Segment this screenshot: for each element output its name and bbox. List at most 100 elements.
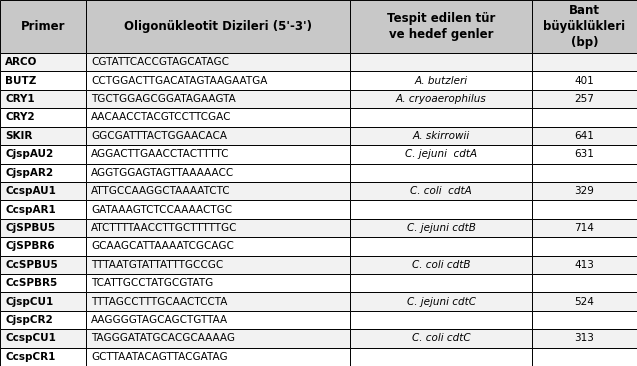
Bar — [350, 90, 532, 108]
Text: ATTGCCAAGGCTAAAATCTC: ATTGCCAAGGCTAAAATCTC — [91, 186, 231, 196]
Bar — [532, 329, 637, 348]
Text: C. coli cdtB: C. coli cdtB — [412, 260, 470, 270]
Bar — [86, 348, 350, 366]
Bar — [350, 311, 532, 329]
Text: CjspCU1: CjspCU1 — [5, 296, 54, 307]
Bar — [350, 292, 532, 311]
Bar — [532, 0, 637, 53]
Text: C. jejuni  cdtA: C. jejuni cdtA — [405, 149, 477, 159]
Bar — [532, 219, 637, 237]
Bar — [86, 329, 350, 348]
Bar — [86, 0, 350, 53]
Text: C. jejuni cdtB: C. jejuni cdtB — [406, 223, 476, 233]
Bar — [350, 255, 532, 274]
Text: Oligonükleotit Dizileri (5'-3'): Oligonükleotit Dizileri (5'-3') — [124, 20, 312, 33]
Bar — [532, 127, 637, 145]
Text: CjSPBU5: CjSPBU5 — [5, 223, 55, 233]
Text: TTTAGCCTTTGCAACTCCTA: TTTAGCCTTTGCAACTCCTA — [91, 296, 227, 307]
Bar — [350, 348, 532, 366]
Bar — [350, 329, 532, 348]
Bar — [0, 53, 86, 71]
Bar — [350, 164, 532, 182]
Bar — [0, 348, 86, 366]
Text: TTTAATGTATTATTTGCCGC: TTTAATGTATTATTTGCCGC — [91, 260, 224, 270]
Bar — [350, 127, 532, 145]
Text: TGCTGGAGCGGATAGAAGTA: TGCTGGAGCGGATAGAAGTA — [91, 94, 236, 104]
Bar — [0, 71, 86, 90]
Text: GATAAAGTCTCCAAAACTGC: GATAAAGTCTCCAAAACTGC — [91, 205, 233, 214]
Text: BUTZ: BUTZ — [5, 76, 36, 86]
Text: GGCGATTTACTGGAACACA: GGCGATTTACTGGAACACA — [91, 131, 227, 141]
Text: CcspCR1: CcspCR1 — [5, 352, 55, 362]
Bar — [350, 182, 532, 200]
Text: CGTATTCACCGTAGCATAGC: CGTATTCACCGTAGCATAGC — [91, 57, 229, 67]
Text: AGGACTTGAACCTACTTTTC: AGGACTTGAACCTACTTTTC — [91, 149, 229, 159]
Bar — [532, 274, 637, 292]
Text: SKIR: SKIR — [5, 131, 32, 141]
Text: Tespit edilen tür
ve hedef genler: Tespit edilen tür ve hedef genler — [387, 12, 496, 41]
Bar — [532, 311, 637, 329]
Text: Primer: Primer — [21, 20, 65, 33]
Text: CcspCU1: CcspCU1 — [5, 333, 56, 343]
Bar — [86, 127, 350, 145]
Bar — [0, 274, 86, 292]
Bar — [86, 71, 350, 90]
Text: 524: 524 — [575, 296, 594, 307]
Text: 413: 413 — [575, 260, 594, 270]
Bar — [532, 200, 637, 219]
Bar — [0, 329, 86, 348]
Text: CcSPBR5: CcSPBR5 — [5, 278, 57, 288]
Bar — [0, 219, 86, 237]
Text: CcspAR1: CcspAR1 — [5, 205, 56, 214]
Text: A. butzleri: A. butzleri — [415, 76, 468, 86]
Text: 631: 631 — [575, 149, 594, 159]
Bar — [350, 145, 532, 164]
Bar — [0, 200, 86, 219]
Bar — [350, 200, 532, 219]
Text: Bant
büyüklükleri
(bp): Bant büyüklükleri (bp) — [543, 4, 626, 49]
Bar — [86, 182, 350, 200]
Bar — [86, 90, 350, 108]
Bar — [532, 90, 637, 108]
Bar — [86, 237, 350, 255]
Bar — [0, 311, 86, 329]
Bar — [86, 200, 350, 219]
Text: 329: 329 — [575, 186, 594, 196]
Bar — [86, 311, 350, 329]
Text: CjspCR2: CjspCR2 — [5, 315, 53, 325]
Text: CjspAR2: CjspAR2 — [5, 168, 54, 178]
Text: TAGGGATATGCACGCAAAAG: TAGGGATATGCACGCAAAAG — [91, 333, 235, 343]
Bar — [532, 292, 637, 311]
Bar — [532, 108, 637, 127]
Bar — [0, 145, 86, 164]
Text: CCTGGACTTGACATAGTAAGAATGA: CCTGGACTTGACATAGTAAGAATGA — [91, 76, 268, 86]
Text: CRY2: CRY2 — [5, 112, 35, 123]
Bar — [350, 274, 532, 292]
Text: CjSPBR6: CjSPBR6 — [5, 241, 55, 251]
Bar — [532, 182, 637, 200]
Bar — [0, 255, 86, 274]
Text: CcSPBU5: CcSPBU5 — [5, 260, 58, 270]
Bar — [0, 182, 86, 200]
Text: TCATTGCCTATGCGTATG: TCATTGCCTATGCGTATG — [91, 278, 213, 288]
Bar — [0, 292, 86, 311]
Bar — [86, 255, 350, 274]
Bar — [350, 237, 532, 255]
Bar — [350, 71, 532, 90]
Text: 313: 313 — [575, 333, 594, 343]
Bar — [532, 237, 637, 255]
Bar — [350, 219, 532, 237]
Bar — [0, 108, 86, 127]
Text: GCAAGCATTAAAATCGCAGC: GCAAGCATTAAAATCGCAGC — [91, 241, 234, 251]
Text: 714: 714 — [575, 223, 594, 233]
Text: CRY1: CRY1 — [5, 94, 35, 104]
Text: A. cryoaerophilus: A. cryoaerophilus — [396, 94, 487, 104]
Bar — [532, 145, 637, 164]
Text: AAGGGGTAGCAGCTGTTAA: AAGGGGTAGCAGCTGTTAA — [91, 315, 228, 325]
Bar — [0, 164, 86, 182]
Bar — [532, 164, 637, 182]
Bar — [0, 0, 86, 53]
Text: CcspAU1: CcspAU1 — [5, 186, 56, 196]
Bar — [0, 237, 86, 255]
Text: 401: 401 — [575, 76, 594, 86]
